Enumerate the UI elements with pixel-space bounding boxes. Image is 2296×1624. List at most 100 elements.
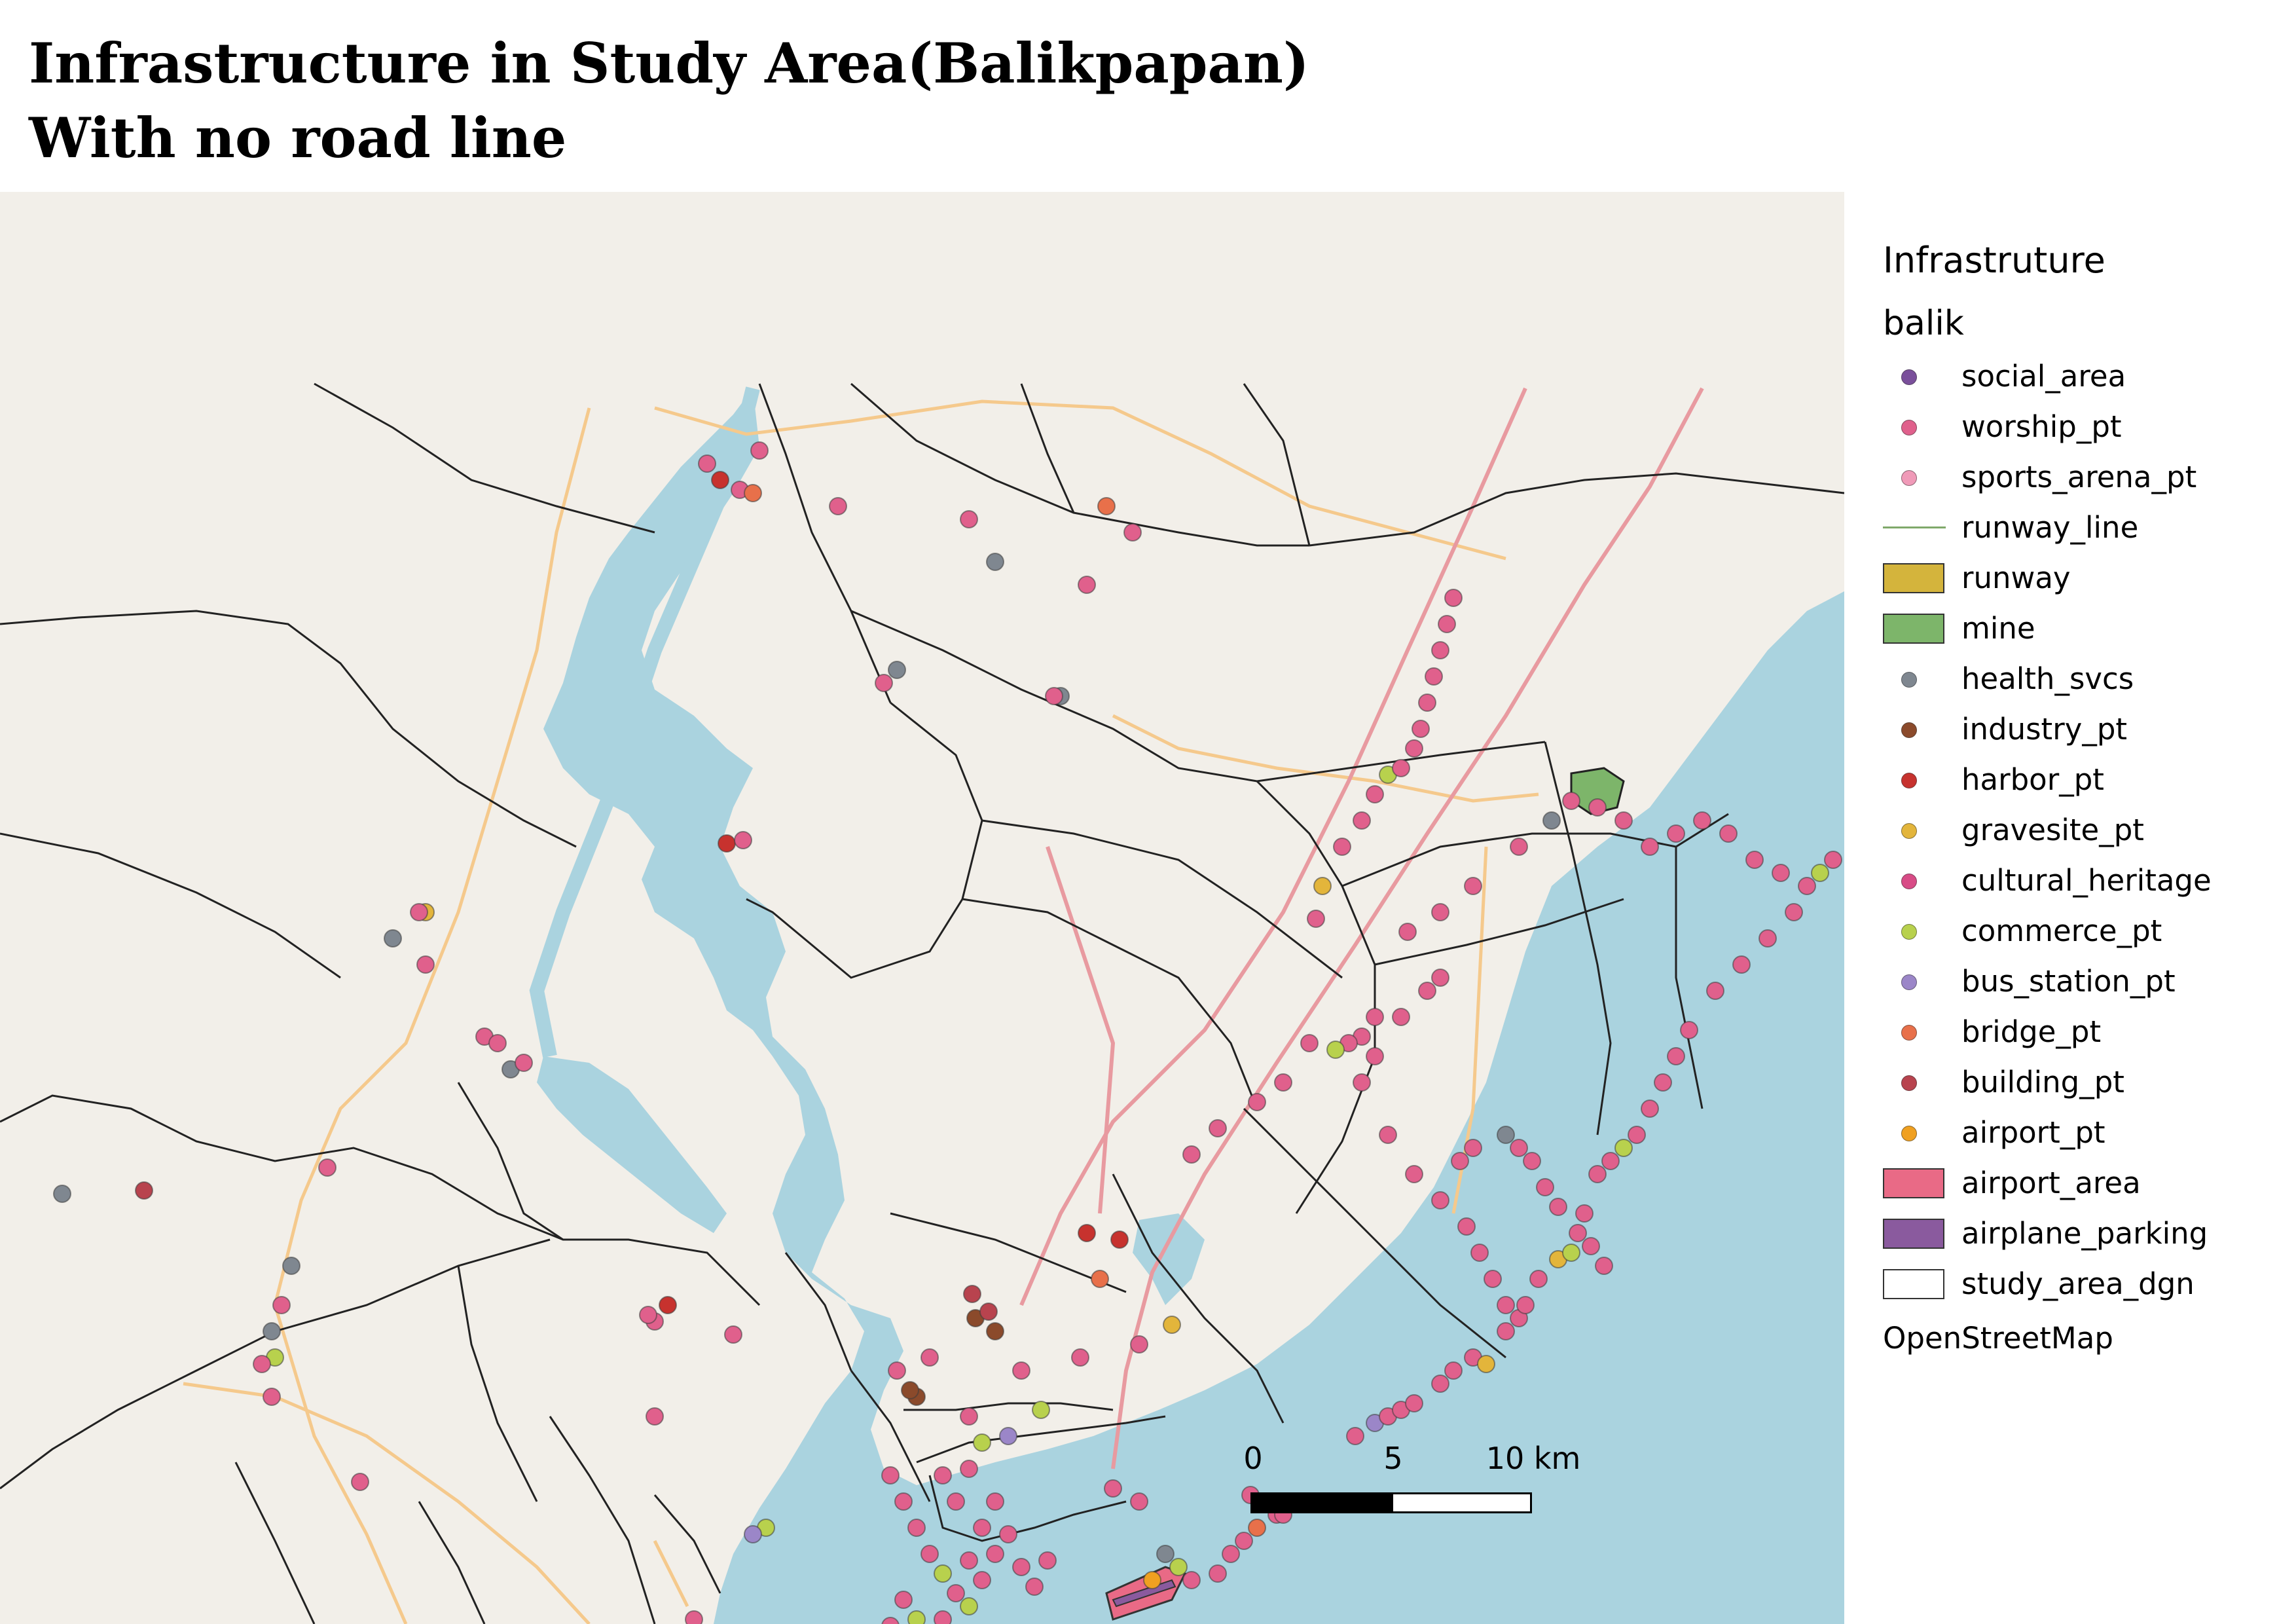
poi-marker [272, 1296, 291, 1314]
poi-marker [1182, 1145, 1201, 1164]
scale-label-0: 0 [1243, 1441, 1263, 1476]
poi-marker [1785, 903, 1803, 921]
poi-marker [1392, 759, 1410, 777]
legend-item: airplane_parking [1883, 1208, 2289, 1259]
poi-marker [711, 471, 729, 489]
poi-marker [1497, 1322, 1515, 1340]
poi-marker [1097, 497, 1116, 515]
poi-marker [1333, 838, 1351, 856]
poi-marker [646, 1407, 664, 1426]
poi-marker [1012, 1361, 1030, 1380]
scale-segment-white [1391, 1492, 1532, 1513]
legend-symbol-line [1883, 502, 1961, 553]
poi-marker [1405, 1165, 1423, 1183]
legend-symbol-box [1883, 1259, 1961, 1309]
poi-marker [1307, 910, 1325, 928]
poi-marker [1575, 1204, 1594, 1223]
poi-marker [960, 510, 978, 528]
poi-marker [1497, 1126, 1515, 1144]
poi-marker [1444, 1361, 1463, 1380]
legend-symbol-dot [1883, 452, 1961, 502]
legend-item-label: airplane_parking [1961, 1216, 2208, 1251]
poi-marker [875, 674, 893, 692]
poi-marker [1431, 1375, 1449, 1393]
map-title-line-1: Infrastructure in Study Area(Balikpapan) [29, 31, 1309, 96]
poi-marker [1045, 687, 1063, 705]
poi-marker [888, 1361, 906, 1380]
legend-item-label: health_svcs [1961, 661, 2134, 696]
poi-marker [416, 955, 435, 974]
poi-marker [1569, 1224, 1587, 1242]
poi-marker [488, 1034, 507, 1052]
scale-label-10: 10 km [1485, 1441, 1581, 1476]
poi-marker [1353, 1073, 1371, 1092]
legend-item: commerce_pt [1883, 906, 2289, 956]
poi-marker [881, 1617, 900, 1624]
map-canvas[interactable] [0, 192, 1844, 1624]
poi-marker [1614, 811, 1633, 830]
poi-marker [1431, 903, 1449, 921]
legend-item-label: commerce_pt [1961, 913, 2162, 948]
poi-marker [1444, 589, 1463, 607]
legend-item: sports_arena_pt [1883, 452, 2289, 502]
poi-marker [986, 1492, 1004, 1511]
poi-marker [1012, 1558, 1030, 1576]
poi-marker [1163, 1316, 1181, 1334]
poi-marker [894, 1591, 913, 1609]
legend-item-label: bridge_pt [1961, 1014, 2102, 1049]
poi-marker [53, 1185, 71, 1203]
poi-marker [1431, 641, 1449, 659]
legend-source: OpenStreetMap [1883, 1321, 2113, 1356]
poi-marker [1549, 1198, 1567, 1216]
legend-item-label: mine [1961, 611, 2035, 646]
legend-item: mine [1883, 603, 2289, 654]
poi-marker [1719, 824, 1738, 843]
scale-bar: 0 5 10 km [1243, 1441, 1580, 1519]
legend-item-label: runway [1961, 561, 2071, 595]
poi-marker [999, 1427, 1017, 1445]
legend-symbol-box [1883, 1208, 1961, 1259]
poi-marker [894, 1492, 913, 1511]
legend-item-label: worship_pt [1961, 409, 2122, 444]
poi-marker [1425, 667, 1443, 686]
legend-symbol-dot [1883, 855, 1961, 906]
legend-symbol-dot [1883, 805, 1961, 855]
legend-item: gravesite_pt [1883, 805, 2289, 855]
poi-points [53, 441, 1842, 1624]
poi-marker [1032, 1401, 1050, 1419]
poi-marker [1484, 1270, 1502, 1288]
poi-marker [1091, 1270, 1109, 1288]
legend-symbol-dot [1883, 654, 1961, 704]
river-channel [529, 386, 760, 1058]
legend-item: bus_station_pt [1883, 956, 2289, 1006]
poi-marker [1464, 877, 1482, 895]
legend-symbol-dot [1883, 956, 1961, 1006]
legend-items: social_area worship_pt sports_arena_pt runw… [1883, 351, 2289, 1309]
poi-marker [1667, 824, 1685, 843]
legend: Infrastruture balik social_area worship_p… [1883, 236, 2289, 1361]
poi-marker [1595, 1257, 1613, 1275]
poi-marker [1464, 1139, 1482, 1157]
poi-marker [1451, 1152, 1469, 1170]
poi-marker [986, 1545, 1004, 1563]
poi-marker [1235, 1532, 1253, 1550]
poi-marker [920, 1348, 939, 1367]
poi-marker [1588, 1165, 1607, 1183]
legend-item-label: airport_pt [1961, 1115, 2105, 1150]
study-area-boundaries [0, 382, 1844, 1624]
poi-marker [1824, 851, 1842, 869]
legend-item: study_area_dgn [1883, 1259, 2289, 1309]
poi-marker [1732, 955, 1751, 974]
poi-marker [1038, 1551, 1057, 1570]
poi-marker [999, 1525, 1017, 1543]
legend-item: runway [1883, 553, 2289, 603]
poi-marker [960, 1460, 978, 1478]
poi-marker [135, 1181, 153, 1200]
poi-marker [1431, 969, 1449, 987]
legend-item-label: study_area_dgn [1961, 1266, 2195, 1301]
poi-marker [659, 1296, 677, 1314]
scale-segment-black [1250, 1492, 1393, 1513]
poi-marker [960, 1407, 978, 1426]
poi-marker [1392, 1008, 1410, 1026]
trunk-roads [1019, 387, 1704, 1469]
